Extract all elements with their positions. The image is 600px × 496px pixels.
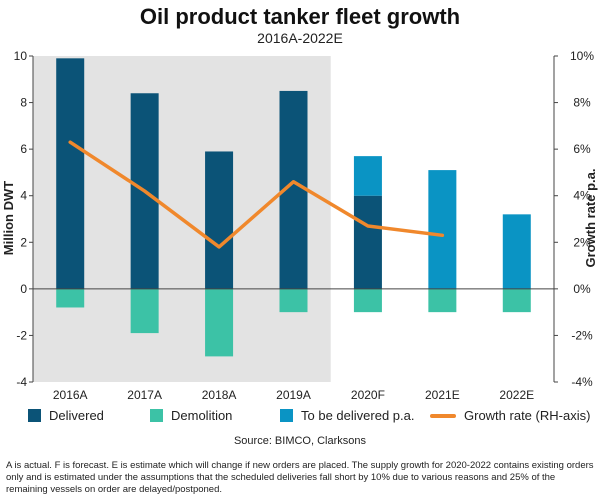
x-tick-label: 2021E — [425, 388, 460, 400]
bar-to-be-delivered — [428, 170, 456, 289]
legend-item-delivered: Delivered — [28, 408, 104, 423]
legend-item-growth-rate: Growth rate (RH-axis) — [430, 408, 590, 423]
x-tick-label: 2018A — [202, 388, 237, 400]
legend-label: Growth rate (RH-axis) — [464, 408, 590, 423]
bar-demolition — [205, 289, 233, 357]
y2-tick-label: 6% — [573, 142, 591, 156]
bar-demolition — [280, 289, 308, 312]
bar-demolition — [131, 289, 159, 333]
bar-delivered — [56, 58, 84, 289]
chart-legend: Delivered Demolition To be delivered p.a… — [0, 408, 600, 430]
y-axis-label: Million DWT — [1, 181, 16, 255]
y-tick-label: 0 — [20, 282, 27, 296]
x-tick-label: 2019A — [276, 388, 311, 400]
y-tick-label: 10 — [14, 49, 28, 63]
y2-tick-label: 8% — [573, 96, 591, 110]
x-tick-label: 2016A — [53, 388, 88, 400]
x-tick-label: 2022E — [499, 388, 534, 400]
bar-demolition — [503, 289, 531, 312]
x-tick-label: 2017A — [127, 388, 162, 400]
legend-label: To be delivered p.a. — [301, 408, 414, 423]
legend-item-to-be-delivered: To be delivered p.a. — [280, 408, 414, 423]
legend-swatch-to-be-delivered — [280, 409, 293, 422]
y-tick-label: 4 — [20, 189, 27, 203]
y2-axis-label: Growth rate p.a. — [583, 169, 598, 268]
bar-delivered — [354, 196, 382, 289]
y-tick-label: -2 — [16, 328, 27, 342]
bar-delivered — [205, 151, 233, 288]
y2-tick-label: -2% — [571, 328, 593, 342]
legend-label: Delivered — [49, 408, 104, 423]
chart-footnote: A is actual. F is forecast. E is estimat… — [6, 460, 596, 496]
bar-to-be-delivered — [503, 214, 531, 289]
legend-swatch-delivered — [28, 409, 41, 422]
legend-swatch-demolition — [150, 409, 163, 422]
chart-source: Source: BIMCO, Clarksons — [0, 435, 600, 447]
bar-to-be-delivered — [354, 156, 382, 196]
y-tick-label: 6 — [20, 142, 27, 156]
y-tick-label: -4 — [16, 375, 27, 389]
legend-line-growth-rate — [430, 414, 456, 418]
y-tick-label: 2 — [20, 235, 27, 249]
y2-tick-label: -4% — [571, 375, 593, 389]
legend-item-demolition: Demolition — [150, 408, 232, 423]
y-tick-label: 8 — [20, 96, 27, 110]
y2-tick-label: 10% — [570, 49, 594, 63]
bar-demolition — [428, 289, 456, 312]
legend-label: Demolition — [171, 408, 232, 423]
x-tick-label: 2020F — [351, 388, 385, 400]
bar-demolition — [56, 289, 84, 308]
bar-demolition — [354, 289, 382, 312]
y2-tick-label: 0% — [573, 282, 591, 296]
